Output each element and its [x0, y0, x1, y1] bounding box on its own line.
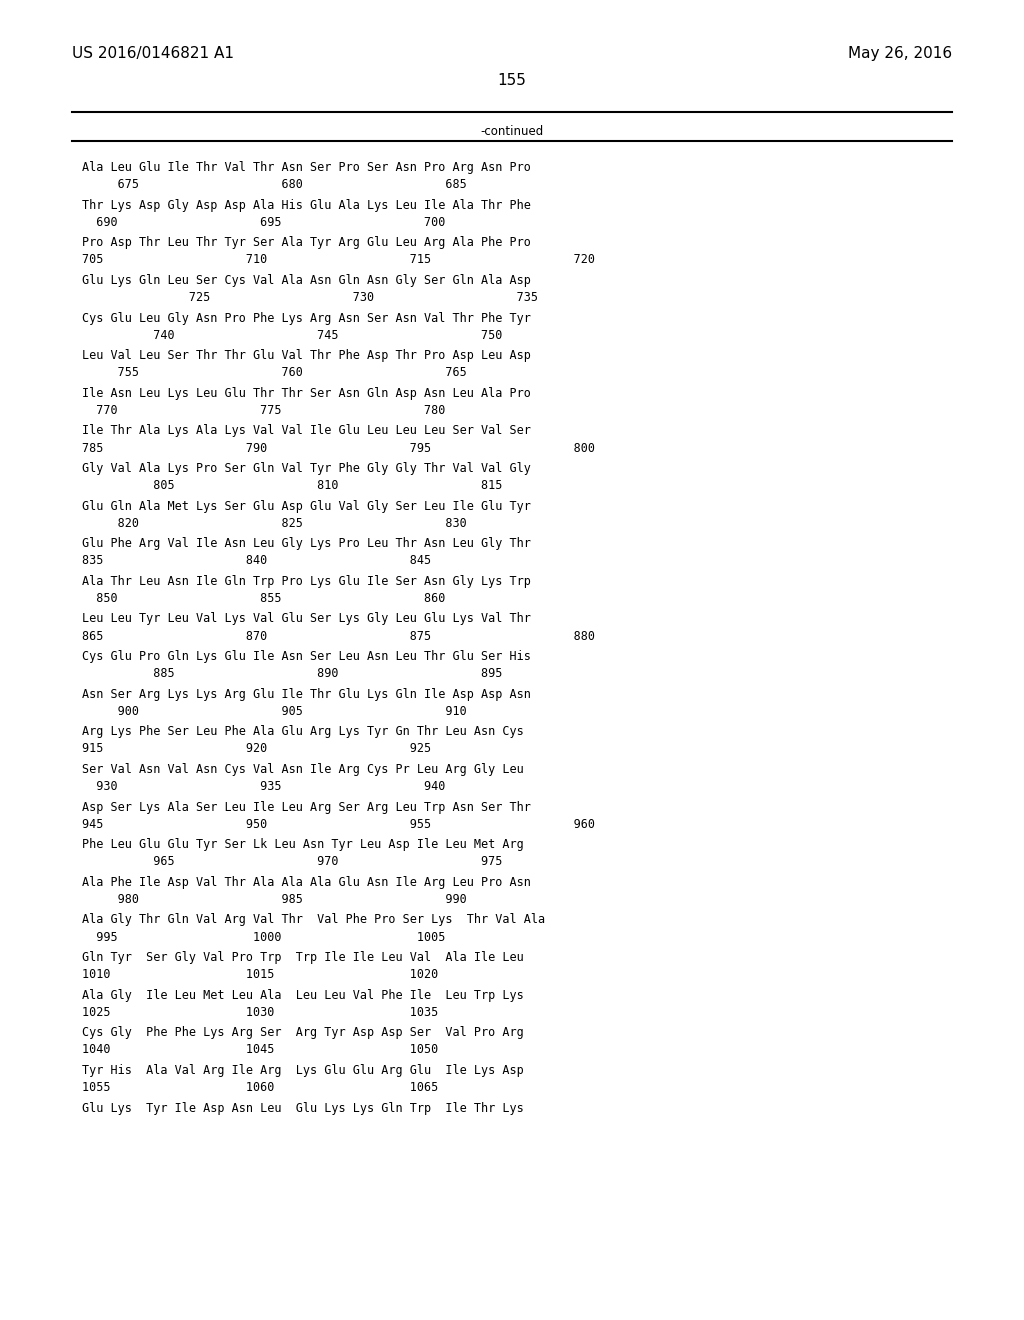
Text: Ala Gly  Ile Leu Met Leu Ala  Leu Leu Val Phe Ile  Leu Trp Lys: Ala Gly Ile Leu Met Leu Ala Leu Leu Val … — [82, 989, 523, 1002]
Text: Tyr His  Ala Val Arg Ile Arg  Lys Glu Glu Arg Glu  Ile Lys Asp: Tyr His Ala Val Arg Ile Arg Lys Glu Glu … — [82, 1064, 523, 1077]
Text: Ser Val Asn Val Asn Cys Val Asn Ile Arg Cys Pr Leu Arg Gly Leu: Ser Val Asn Val Asn Cys Val Asn Ile Arg … — [82, 763, 523, 776]
Text: Gln Tyr  Ser Gly Val Pro Trp  Trp Ile Ile Leu Val  Ala Ile Leu: Gln Tyr Ser Gly Val Pro Trp Trp Ile Ile … — [82, 950, 523, 964]
Text: 1010                   1015                   1020: 1010 1015 1020 — [82, 968, 438, 981]
Text: 835                    840                    845: 835 840 845 — [82, 554, 431, 568]
Text: 770                    775                    780: 770 775 780 — [82, 404, 445, 417]
Text: Glu Lys  Tyr Ile Asp Asn Leu  Glu Lys Lys Gln Trp  Ile Thr Lys: Glu Lys Tyr Ile Asp Asn Leu Glu Lys Lys … — [82, 1101, 523, 1114]
Text: Phe Leu Glu Glu Tyr Ser Lk Leu Asn Tyr Leu Asp Ile Leu Met Arg: Phe Leu Glu Glu Tyr Ser Lk Leu Asn Tyr L… — [82, 838, 523, 851]
Text: Glu Gln Ala Met Lys Ser Glu Asp Glu Val Gly Ser Leu Ile Glu Tyr: Glu Gln Ala Met Lys Ser Glu Asp Glu Val … — [82, 499, 530, 512]
Text: 740                    745                    750: 740 745 750 — [82, 329, 503, 342]
Text: 1025                   1030                   1035: 1025 1030 1035 — [82, 1006, 438, 1019]
Text: 865                    870                    875                    880: 865 870 875 880 — [82, 630, 595, 643]
Text: Ala Phe Ile Asp Val Thr Ala Ala Ala Glu Asn Ile Arg Leu Pro Asn: Ala Phe Ile Asp Val Thr Ala Ala Ala Glu … — [82, 875, 530, 888]
Text: Arg Lys Phe Ser Leu Phe Ala Glu Arg Lys Tyr Gn Thr Leu Asn Cys: Arg Lys Phe Ser Leu Phe Ala Glu Arg Lys … — [82, 725, 523, 738]
Text: Leu Val Leu Ser Thr Thr Glu Val Thr Phe Asp Thr Pro Asp Leu Asp: Leu Val Leu Ser Thr Thr Glu Val Thr Phe … — [82, 348, 530, 362]
Text: 850                    855                    860: 850 855 860 — [82, 591, 445, 605]
Text: 705                    710                    715                    720: 705 710 715 720 — [82, 253, 595, 267]
Text: Leu Leu Tyr Leu Val Lys Val Glu Ser Lys Gly Leu Glu Lys Val Thr: Leu Leu Tyr Leu Val Lys Val Glu Ser Lys … — [82, 612, 530, 626]
Text: -continued: -continued — [480, 125, 544, 139]
Text: Ala Gly Thr Gln Val Arg Val Thr  Val Phe Pro Ser Lys  Thr Val Ala: Ala Gly Thr Gln Val Arg Val Thr Val Phe … — [82, 913, 545, 927]
Text: Thr Lys Asp Gly Asp Asp Ala His Glu Ala Lys Leu Ile Ala Thr Phe: Thr Lys Asp Gly Asp Asp Ala His Glu Ala … — [82, 198, 530, 211]
Text: 915                    920                    925: 915 920 925 — [82, 742, 431, 755]
Text: 785                    790                    795                    800: 785 790 795 800 — [82, 441, 595, 454]
Text: Pro Asp Thr Leu Thr Tyr Ser Ala Tyr Arg Glu Leu Arg Ala Phe Pro: Pro Asp Thr Leu Thr Tyr Ser Ala Tyr Arg … — [82, 236, 530, 249]
Text: Ile Asn Leu Lys Leu Glu Thr Thr Ser Asn Gln Asp Asn Leu Ala Pro: Ile Asn Leu Lys Leu Glu Thr Thr Ser Asn … — [82, 387, 530, 400]
Text: 980                    985                    990: 980 985 990 — [82, 892, 467, 906]
Text: 690                    695                    700: 690 695 700 — [82, 215, 445, 228]
Text: 885                    890                    895: 885 890 895 — [82, 667, 503, 680]
Text: 1055                   1060                   1065: 1055 1060 1065 — [82, 1081, 438, 1094]
Text: May 26, 2016: May 26, 2016 — [848, 46, 952, 61]
Text: Glu Lys Gln Leu Ser Cys Val Ala Asn Gln Asn Gly Ser Gln Ala Asp: Glu Lys Gln Leu Ser Cys Val Ala Asn Gln … — [82, 273, 530, 286]
Text: Cys Glu Pro Gln Lys Glu Ile Asn Ser Leu Asn Leu Thr Glu Ser His: Cys Glu Pro Gln Lys Glu Ile Asn Ser Leu … — [82, 649, 530, 663]
Text: 155: 155 — [498, 73, 526, 87]
Text: Asp Ser Lys Ala Ser Leu Ile Leu Arg Ser Arg Leu Trp Asn Ser Thr: Asp Ser Lys Ala Ser Leu Ile Leu Arg Ser … — [82, 800, 530, 813]
Text: Glu Phe Arg Val Ile Asn Leu Gly Lys Pro Leu Thr Asn Leu Gly Thr: Glu Phe Arg Val Ile Asn Leu Gly Lys Pro … — [82, 537, 530, 550]
Text: 1040                   1045                   1050: 1040 1045 1050 — [82, 1043, 438, 1056]
Text: Asn Ser Arg Lys Lys Arg Glu Ile Thr Glu Lys Gln Ile Asp Asp Asn: Asn Ser Arg Lys Lys Arg Glu Ile Thr Glu … — [82, 688, 530, 701]
Text: 965                    970                    975: 965 970 975 — [82, 855, 503, 869]
Text: 820                    825                    830: 820 825 830 — [82, 516, 467, 529]
Text: 675                    680                    685: 675 680 685 — [82, 178, 467, 191]
Text: 725                    730                    735: 725 730 735 — [82, 290, 538, 304]
Text: Cys Glu Leu Gly Asn Pro Phe Lys Arg Asn Ser Asn Val Thr Phe Tyr: Cys Glu Leu Gly Asn Pro Phe Lys Arg Asn … — [82, 312, 530, 325]
Text: US 2016/0146821 A1: US 2016/0146821 A1 — [72, 46, 233, 61]
Text: Ile Thr Ala Lys Ala Lys Val Val Ile Glu Leu Leu Leu Ser Val Ser: Ile Thr Ala Lys Ala Lys Val Val Ile Glu … — [82, 424, 530, 437]
Text: Gly Val Ala Lys Pro Ser Gln Val Tyr Phe Gly Gly Thr Val Val Gly: Gly Val Ala Lys Pro Ser Gln Val Tyr Phe … — [82, 462, 530, 475]
Text: Ala Thr Leu Asn Ile Gln Trp Pro Lys Glu Ile Ser Asn Gly Lys Trp: Ala Thr Leu Asn Ile Gln Trp Pro Lys Glu … — [82, 574, 530, 587]
Text: 930                    935                    940: 930 935 940 — [82, 780, 445, 793]
Text: Cys Gly  Phe Phe Lys Arg Ser  Arg Tyr Asp Asp Ser  Val Pro Arg: Cys Gly Phe Phe Lys Arg Ser Arg Tyr Asp … — [82, 1026, 523, 1039]
Text: 805                    810                    815: 805 810 815 — [82, 479, 503, 492]
Text: 900                    905                    910: 900 905 910 — [82, 705, 467, 718]
Text: 945                    950                    955                    960: 945 950 955 960 — [82, 817, 595, 830]
Text: 995                   1000                   1005: 995 1000 1005 — [82, 931, 445, 944]
Text: Ala Leu Glu Ile Thr Val Thr Asn Ser Pro Ser Asn Pro Arg Asn Pro: Ala Leu Glu Ile Thr Val Thr Asn Ser Pro … — [82, 161, 530, 174]
Text: 755                    760                    765: 755 760 765 — [82, 366, 467, 379]
